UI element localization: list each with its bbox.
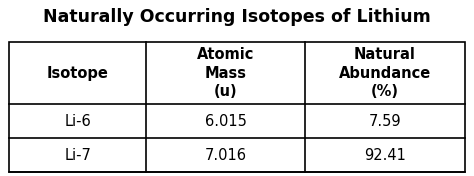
Text: Li-7: Li-7 xyxy=(64,148,91,163)
Text: Isotope: Isotope xyxy=(47,66,109,81)
Text: 7.016: 7.016 xyxy=(205,148,246,163)
Text: Natural
Abundance
(%): Natural Abundance (%) xyxy=(339,47,431,99)
Text: Li-6: Li-6 xyxy=(64,114,91,129)
Text: Naturally Occurring Isotopes of Lithium: Naturally Occurring Isotopes of Lithium xyxy=(43,8,431,26)
Bar xyxy=(9,42,465,172)
Text: 92.41: 92.41 xyxy=(364,148,406,163)
Text: Atomic
Mass
(u): Atomic Mass (u) xyxy=(197,47,255,99)
Text: 6.015: 6.015 xyxy=(205,114,246,129)
Text: 7.59: 7.59 xyxy=(369,114,401,129)
